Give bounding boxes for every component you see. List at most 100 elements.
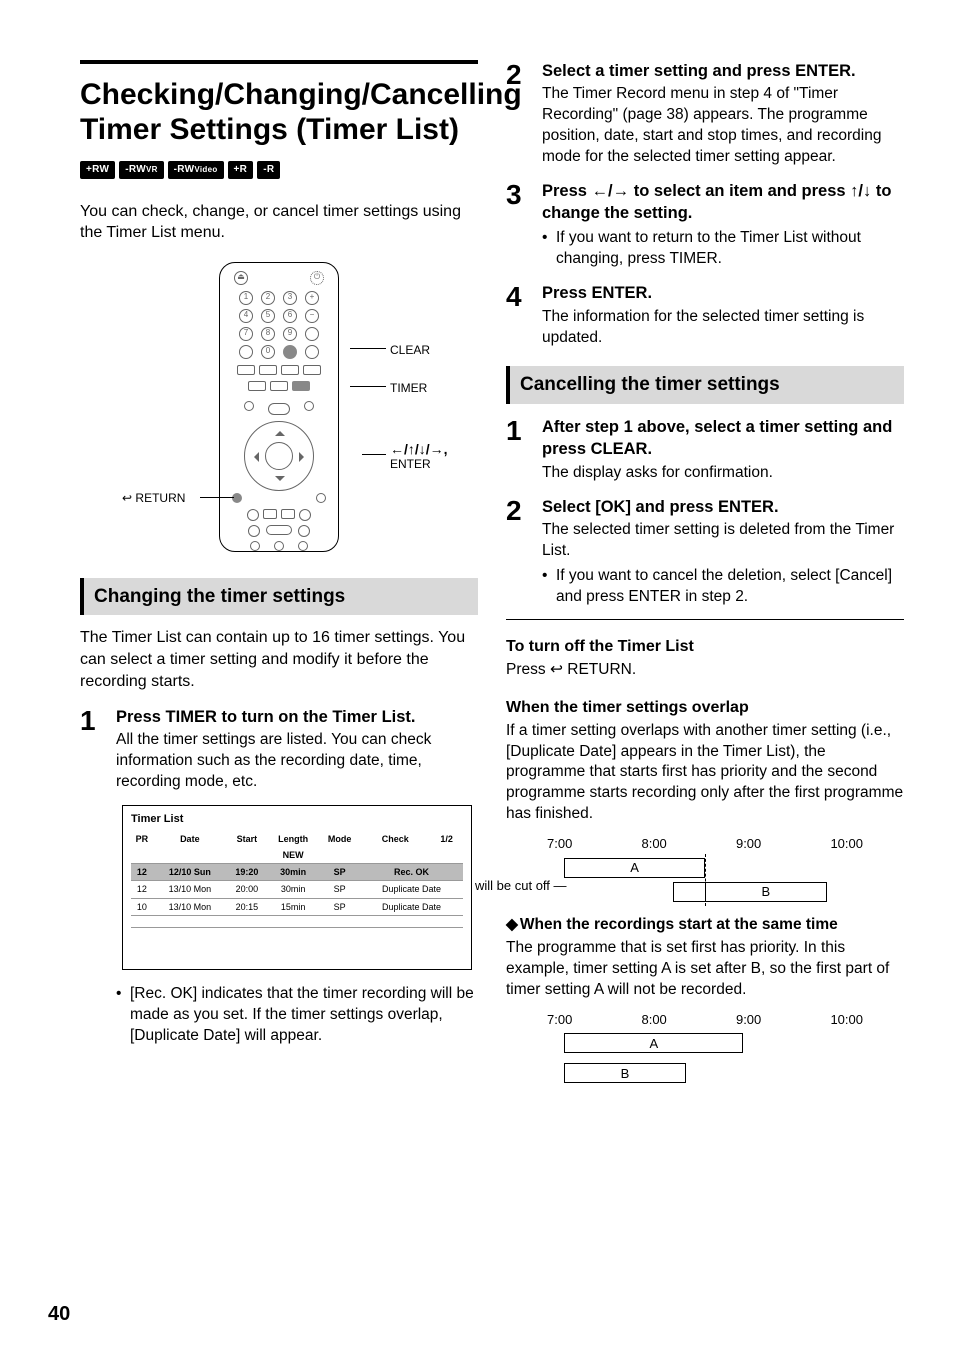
- cell: SP: [319, 864, 360, 881]
- key-8: 8: [261, 327, 275, 341]
- badge: +RW: [80, 161, 115, 179]
- transport-key: [250, 541, 260, 551]
- key-0: 0: [261, 345, 275, 359]
- step-body: The Timer Record menu in step 4 of "Time…: [542, 84, 904, 168]
- cell: 13/10 Mon: [153, 898, 227, 915]
- step-item: Select [OK] and press ENTER. The selecte…: [506, 496, 904, 608]
- col-pr: PR: [131, 831, 153, 847]
- timeline-bar-b-cut: [673, 882, 705, 902]
- step-item: Select a timer setting and press ENTER. …: [506, 60, 904, 168]
- col-length: Length: [267, 831, 319, 847]
- note-list: [Rec. OK] indicates that the timer recor…: [116, 984, 478, 1047]
- cell: 13/10 Mon: [153, 881, 227, 898]
- return-label-text: RETURN: [135, 491, 185, 505]
- cancel-steps: After step 1 above, select a timer setti…: [506, 416, 904, 607]
- callout-line: [362, 454, 386, 455]
- cutoff-text: will be cut off: [475, 878, 550, 893]
- return-key: [232, 493, 242, 503]
- table-subheader: NEW: [131, 847, 463, 864]
- step-title: Select [OK] and press ENTER.: [542, 496, 904, 518]
- step-body: All the timer settings are listed. You c…: [116, 730, 478, 793]
- step-body: The information for the selected timer s…: [542, 307, 904, 349]
- badge: -RWVideo: [168, 161, 224, 179]
- step-body: The display asks for confirmation.: [542, 463, 904, 484]
- transport-key: [263, 509, 277, 519]
- transport-key: [274, 541, 284, 551]
- badge: -RWVR: [119, 161, 163, 179]
- transport-key: [298, 525, 310, 537]
- play-key: [266, 525, 292, 535]
- callout-line: [350, 348, 386, 349]
- tick: 9:00: [736, 1011, 761, 1029]
- step-title: Press TIMER to turn on the Timer List.: [116, 706, 478, 728]
- cell: 10: [131, 898, 153, 915]
- right-column: Select a timer setting and press ENTER. …: [506, 60, 904, 1083]
- key-3: 3: [283, 291, 297, 305]
- tick: 8:00: [641, 1011, 666, 1029]
- step-item: Press TIMER to turn on the Timer List. A…: [80, 706, 478, 1047]
- key-9: 9: [283, 327, 297, 341]
- col-date: Date: [153, 831, 227, 847]
- color-key: [303, 365, 321, 375]
- cell: Rec. OK: [360, 864, 463, 881]
- transport-key: [299, 509, 311, 521]
- timeline-track: A: [545, 1030, 865, 1054]
- timeline-sametime: 7:00 8:00 9:00 10:00 A B: [545, 1011, 865, 1075]
- fn-key: [248, 381, 266, 391]
- format-badges: +RW -RWVR -RWVideo +R -R: [80, 161, 478, 179]
- timeline-bar-a: A: [564, 858, 705, 878]
- table-header-row: PR Date Start Length Mode Check 1/2: [131, 831, 463, 847]
- top-pill: [268, 403, 290, 415]
- nav-wheel: [244, 421, 314, 491]
- intro-text: You can check, change, or cancel timer s…: [80, 201, 478, 244]
- change-intro: The Timer List can contain up to 16 time…: [80, 627, 478, 692]
- col-start: Start: [227, 831, 267, 847]
- table-row: 12 12/10 Sun 19:20 30min SP Rec. OK: [131, 864, 463, 881]
- table-row-empty: [131, 927, 463, 939]
- table-row: 12 13/10 Mon 20:00 30min SP Duplicate Da…: [131, 881, 463, 898]
- color-key: [281, 365, 299, 375]
- page-title: Checking/Changing/Cancelling Timer Setti…: [80, 78, 478, 147]
- down-arrow-icon: [275, 476, 285, 486]
- key-1: 1: [239, 291, 253, 305]
- up-down-arrow-icon: ↑/↓: [850, 182, 871, 200]
- options-key: [316, 493, 326, 503]
- transport-key: [298, 541, 308, 551]
- sametime-heading: When the recordings start at the same ti…: [506, 915, 904, 936]
- tick: 7:00: [547, 835, 572, 853]
- step-title: Press ←/→ to select an item and press ↑/…: [542, 180, 904, 225]
- divider: [506, 619, 904, 620]
- small-key: [244, 401, 254, 411]
- timeline-track: B: [545, 879, 865, 903]
- note-item: [Rec. OK] indicates that the timer recor…: [116, 984, 478, 1047]
- cutoff-label: will be cut off —: [475, 877, 567, 895]
- col-mode: Mode: [319, 831, 360, 847]
- key-4: 4: [239, 309, 253, 323]
- timeline-track: B: [545, 1060, 865, 1084]
- callout-line: [200, 497, 234, 498]
- color-key: [259, 365, 277, 375]
- cell: 12: [131, 881, 153, 898]
- enter-label: ENTER: [390, 456, 431, 472]
- heading-rule: [80, 60, 478, 64]
- callout-line: [350, 386, 386, 387]
- step-item: Press ENTER. The information for the sel…: [506, 282, 904, 348]
- key-plus: +: [305, 291, 319, 305]
- section-heading-change: Changing the timer settings: [80, 578, 478, 616]
- step-body: The selected timer setting is deleted fr…: [542, 520, 904, 562]
- clear-label: CLEAR: [390, 342, 430, 358]
- cell: 20:15: [227, 898, 267, 915]
- badge: +R: [228, 161, 254, 179]
- right-steps: Select a timer setting and press ENTER. …: [506, 60, 904, 348]
- sametime-body: The programme that is set first has prio…: [506, 938, 904, 1001]
- key-set: [283, 345, 297, 359]
- step-bullets: If you want to cancel the deletion, sele…: [542, 566, 904, 608]
- cell: 19:20: [227, 864, 267, 881]
- timeline-overlap: 7:00 8:00 9:00 10:00 A B will be cut off…: [545, 835, 865, 901]
- transport-key: [281, 509, 295, 519]
- right-arrow-icon: [299, 452, 309, 462]
- remote-illustration: ⏏ ⏻ 1 2 3 + 4 5 6 − 7 8: [80, 262, 478, 552]
- step-title: Press ENTER.: [542, 282, 904, 304]
- page-fraction: 1/2: [430, 831, 463, 847]
- cell: SP: [319, 881, 360, 898]
